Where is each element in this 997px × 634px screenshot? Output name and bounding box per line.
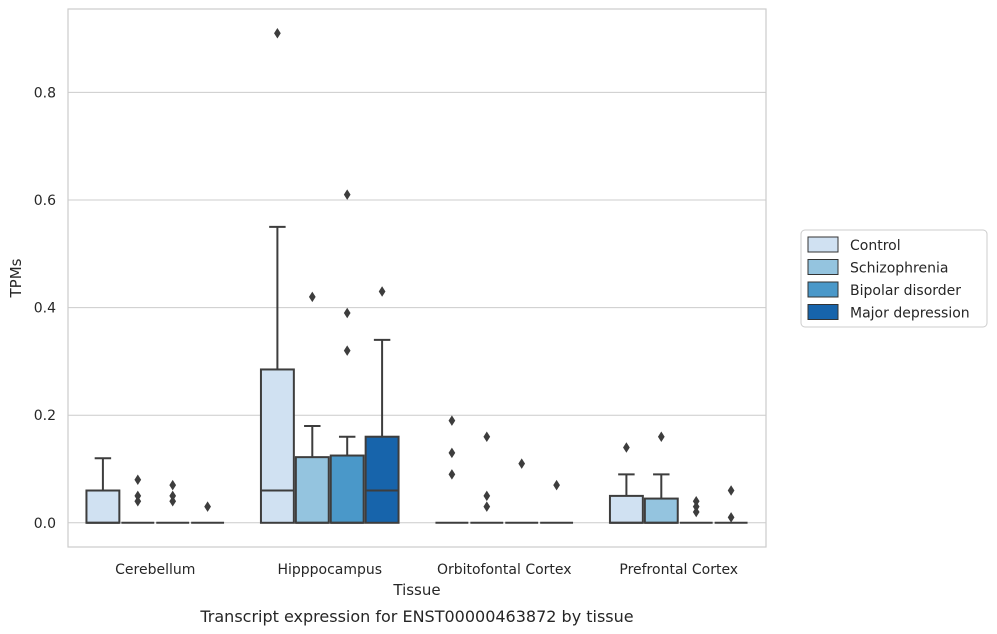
box-control — [259, 27, 295, 524]
x-tick-label: Hipppocampus — [277, 562, 382, 578]
x-tick-label: Cerebellum — [115, 562, 195, 578]
box-schizophrenia — [470, 431, 504, 524]
outlier-point — [553, 479, 560, 491]
legend-label: Major depression — [850, 306, 970, 322]
legend-label: Control — [850, 238, 901, 254]
outlier-point — [134, 474, 142, 485]
legend-label: Schizophrenia — [850, 261, 948, 277]
box-schizophrenia — [294, 291, 330, 524]
y-tick-label: 0.0 — [34, 516, 56, 532]
box-major-depression — [191, 501, 225, 524]
outlier-point — [483, 431, 491, 442]
y-axis-ticks: 0.0 0.2 0.4 0.6 0.8 — [34, 85, 56, 531]
outlier-point — [623, 442, 630, 453]
box-bipolar-disorder — [505, 458, 539, 524]
box-bipolar-disorder — [156, 479, 190, 524]
y-tick-label: 0.4 — [34, 301, 56, 317]
y-tick-label: 0.6 — [34, 193, 56, 209]
outlier-point — [308, 291, 316, 303]
iqr-box — [643, 497, 679, 524]
outlier-point — [274, 27, 281, 39]
outlier-point — [483, 490, 491, 502]
iqr-box — [85, 489, 121, 524]
legend: Control Schizophrenia Bipolar disorder Majo… — [800, 229, 988, 328]
x-axis-ticks: Cerebellum Hipppocampus Orbitofontal Corte… — [115, 562, 738, 578]
outlier-point — [343, 307, 351, 319]
legend-frame — [800, 229, 988, 328]
legend-swatch — [807, 259, 839, 275]
outlier-point — [204, 501, 211, 512]
outlier-point — [448, 415, 456, 426]
outlier-point — [692, 501, 700, 512]
box-schizophrenia — [643, 431, 679, 524]
iqr-box — [329, 454, 365, 524]
x-tick-label: Orbitofontal Cortex — [437, 562, 572, 578]
outlier-point — [483, 501, 491, 512]
outlier-point — [134, 490, 142, 502]
y-axis-label: TPMs — [7, 258, 25, 298]
gridlines — [68, 91, 766, 524]
outlier-point — [518, 458, 526, 469]
box-major-depression — [540, 479, 574, 524]
outlier-point — [169, 479, 177, 491]
plot-frame — [67, 8, 767, 548]
outlier-point — [134, 496, 142, 507]
legend-swatch — [807, 236, 839, 253]
box-plot-series — [85, 27, 748, 524]
box-bipolar-disorder — [329, 189, 365, 524]
iqr-box — [294, 456, 330, 524]
x-axis-label: Tissue — [392, 581, 440, 599]
box-bipolar-disorder — [679, 496, 713, 524]
box-control — [85, 457, 121, 524]
box-major-depression — [714, 485, 748, 524]
chart-caption: Transcript expression for ENST0000046387… — [199, 607, 633, 626]
y-tick-label: 0.2 — [34, 408, 56, 424]
outlier-point — [692, 496, 700, 507]
box-major-depression — [364, 286, 400, 524]
y-tick-label: 0.8 — [34, 85, 56, 101]
outlier-point — [692, 506, 700, 518]
outlier-point — [727, 512, 735, 523]
outlier-point — [343, 189, 351, 200]
outlier-point — [169, 490, 177, 502]
outlier-point — [169, 496, 177, 507]
outlier-point — [657, 431, 665, 442]
legend-label: Bipolar disorder — [850, 283, 961, 299]
box-schizophrenia — [121, 474, 155, 524]
outlier-point — [727, 485, 735, 496]
iqr-box — [364, 435, 400, 524]
box-control — [435, 415, 469, 524]
legend-swatch — [807, 304, 839, 320]
outlier-point — [343, 345, 351, 356]
legend-swatch — [807, 281, 839, 298]
iqr-box — [259, 368, 295, 524]
outlier-point — [448, 447, 456, 459]
iqr-box — [608, 494, 644, 524]
outlier-point — [378, 286, 386, 297]
box-control — [608, 442, 644, 524]
outlier-point — [448, 469, 456, 480]
x-tick-label: Prefrontal Cortex — [619, 562, 738, 578]
